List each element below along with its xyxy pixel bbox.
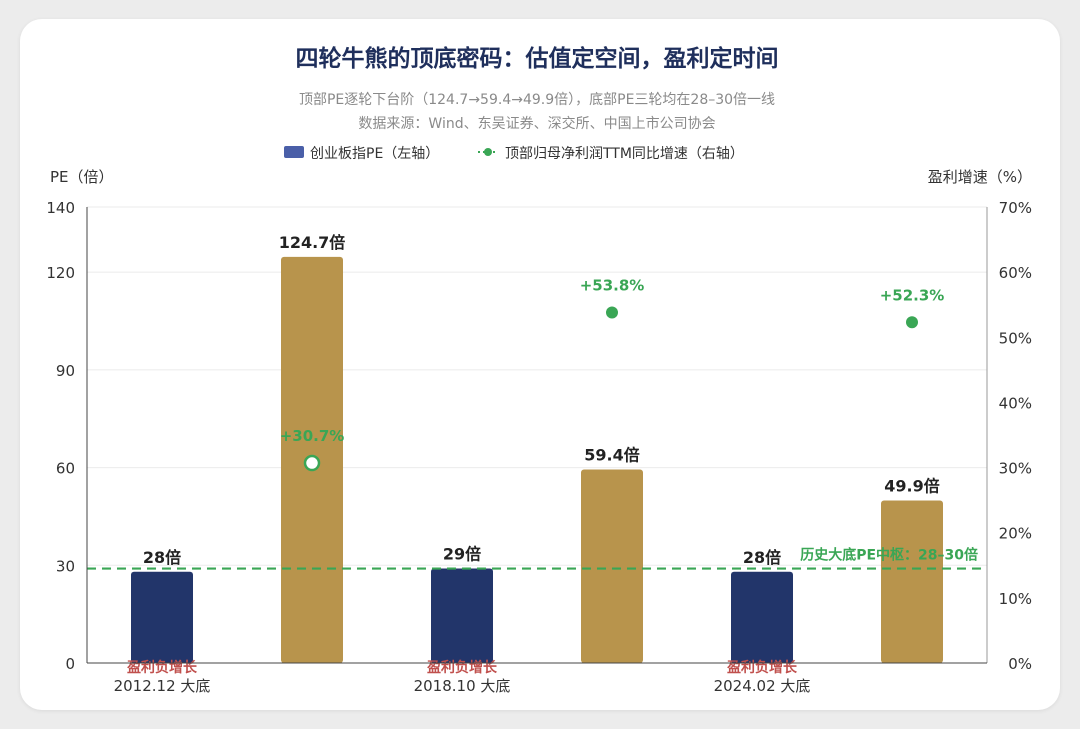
growth-point (303, 454, 321, 472)
left-tick-label: 140 (46, 199, 75, 217)
bar-value-label: 29倍 (443, 545, 481, 564)
bottom-pe-bar (431, 568, 493, 663)
left-tick-label: 120 (46, 264, 75, 282)
right-tick-label: 0% (1008, 655, 1032, 673)
right-tick-label: 70% (999, 199, 1032, 217)
negative-growth-note: 盈利负增长 (126, 659, 198, 676)
grid (87, 206, 987, 566)
chart-subtitle: 顶部PE逐轮下台阶（124.7→59.4→49.9倍），底部PE三轮均在28–3… (299, 92, 775, 108)
legend-dot-swatch (484, 148, 492, 156)
right-tick-label: 20% (999, 525, 1032, 543)
right-axis-label: 盈利增速（%） (928, 168, 1032, 186)
right-tick-label: 30% (999, 460, 1032, 478)
right-tick-label: 60% (999, 264, 1032, 282)
category-label: 2012.12 大底 (114, 677, 211, 695)
category-label: 2024.02 大底 (714, 677, 811, 695)
chart-title: 四轮牛熊的顶底密码：估值定空间，盈利定时间 (296, 45, 779, 72)
bottom-pe-bar (731, 571, 793, 663)
growth-point (606, 306, 618, 319)
bar-value-label: 49.9倍 (884, 476, 939, 495)
left-tick-label: 30 (56, 557, 75, 575)
legend-bar-swatch (284, 146, 304, 158)
chart-source: 数据来源：Wind、东吴证券、深交所、中国上市公司协会 (358, 115, 715, 132)
growth-point (906, 316, 918, 329)
legend-line-label: 顶部归母净利润TTM同比增速（右轴） (505, 145, 744, 162)
negative-growth-note: 盈利负增长 (726, 659, 798, 676)
legend: 创业板指PE（左轴） 顶部归母净利润TTM同比增速（右轴） (284, 145, 744, 162)
category-label: 2018.10 大底 (414, 677, 511, 695)
left-tick-label: 90 (56, 362, 75, 380)
bar-value-label: 28倍 (143, 548, 181, 567)
left-axis-label: PE（倍） (50, 168, 114, 186)
growth-points: +30.7% +53.8% +52.3% (280, 277, 945, 472)
reference-line-group: 历史大底PE中枢：28–30倍 (87, 547, 987, 570)
negative-growth-note: 盈利负增长 (426, 659, 498, 676)
top-pe-bar (581, 469, 643, 663)
right-tick-label: 40% (999, 394, 1032, 412)
bottom-pe-bar (131, 571, 193, 663)
right-tick-label: 10% (999, 590, 1032, 608)
growth-point-label: +30.7% (280, 427, 345, 445)
growth-point-label: +53.8% (580, 277, 645, 295)
right-tick-label: 50% (999, 329, 1032, 347)
top-pe-bar (881, 500, 943, 663)
left-tick-label: 60 (56, 460, 75, 478)
left-tick-label: 0 (65, 655, 75, 673)
bar-value-label: 28倍 (743, 548, 781, 567)
axes: 0 30 60 90 120 140 0% 10% 20% 30% 40% 50% 60% 70% 2012… (46, 199, 1032, 695)
bar-value-label: 124.7倍 (279, 233, 346, 252)
reference-line-label: 历史大底PE中枢：28–30倍 (800, 547, 978, 564)
legend-bar-label: 创业板指PE（左轴） (310, 146, 439, 162)
bar-value-label: 59.4倍 (584, 446, 639, 465)
growth-point-label: +52.3% (880, 286, 945, 304)
